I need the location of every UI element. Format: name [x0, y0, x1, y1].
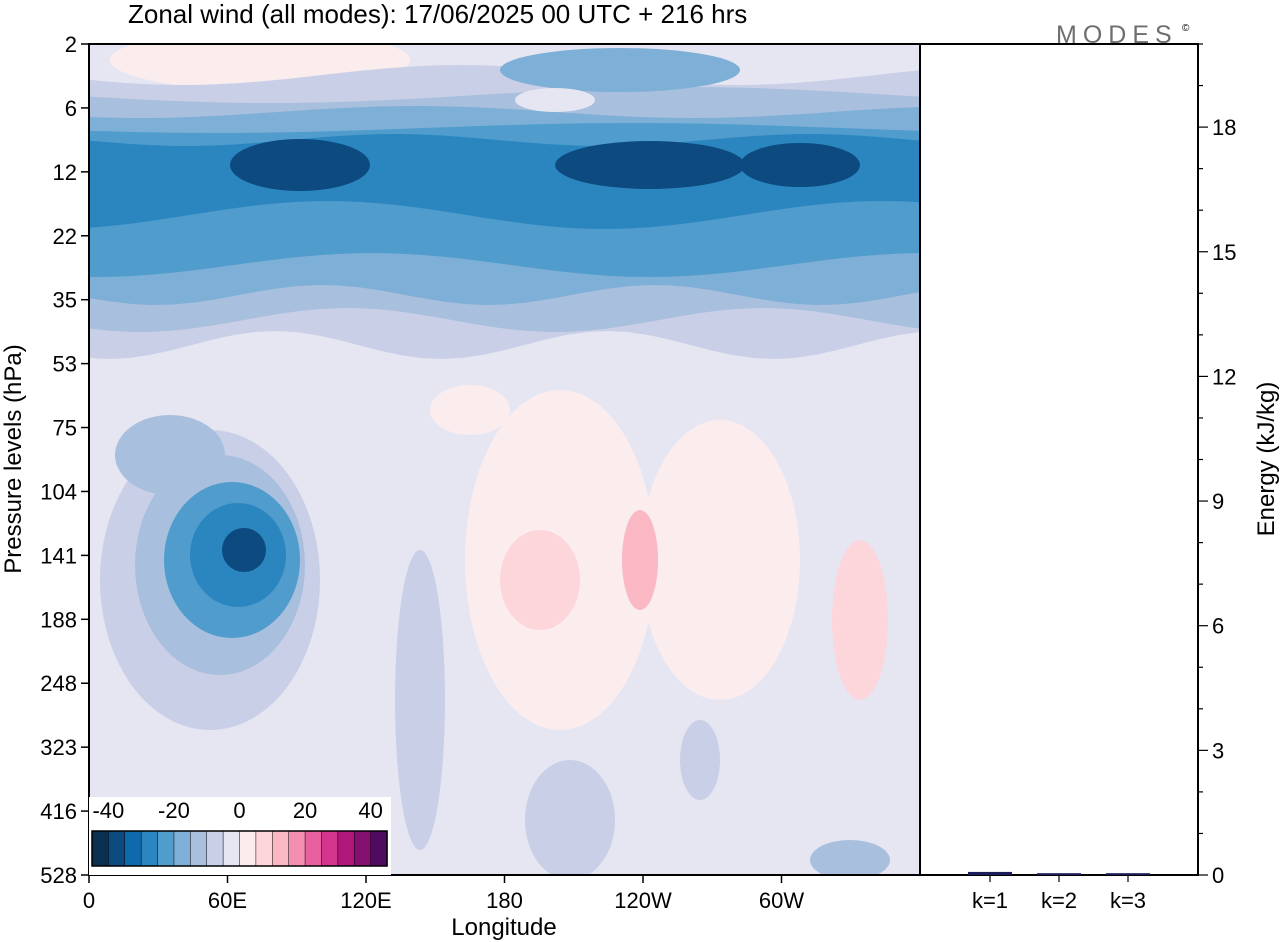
colorbar-bin [206, 830, 224, 867]
energy-tick-label: 18 [1212, 115, 1236, 140]
colorbar-bin [255, 830, 273, 867]
energy-tick-label: 9 [1212, 489, 1224, 514]
x-tick-label: 60W [759, 888, 804, 913]
colorbar-bin [304, 830, 323, 867]
colorbar-bin [272, 830, 290, 867]
energy-tick-label: 3 [1212, 738, 1224, 763]
field-low-b [525, 760, 615, 875]
field-low-a [395, 550, 445, 850]
energy-category-label: k=2 [1041, 888, 1077, 913]
colorbar-tick-label: -20 [158, 798, 190, 823]
energy-axis-label: Energy (kJ/kg) [1253, 382, 1280, 537]
field-west-b [640, 420, 800, 700]
y-tick-label: 416 [40, 799, 77, 824]
colorbar-frame [91, 830, 388, 867]
x-tick-label: 120W [614, 888, 672, 913]
field-upper-gap [515, 88, 595, 112]
field-west-d [430, 385, 510, 435]
field-west-a-core [500, 530, 580, 630]
field-upper-right [500, 48, 740, 92]
colorbar-tick-label: 20 [293, 798, 317, 823]
y-tick-label: 188 [40, 607, 77, 632]
colorbar: -40 -20 0 20 40 [89, 797, 391, 875]
colorbar-bin [157, 830, 175, 867]
field-west-b-core [622, 510, 658, 610]
y-tick-label: 35 [53, 288, 77, 313]
colorbar-ticks: -40 -20 0 20 40 [92, 798, 382, 823]
energy-tick-label: 15 [1212, 240, 1236, 265]
field-core-central [555, 141, 745, 189]
chart-title: Zonal wind (all modes): 17/06/2025 00 UT… [128, 0, 747, 29]
x-axis-label: Longitude [451, 914, 556, 941]
colorbar-bin [108, 830, 126, 867]
y-tick-label: 323 [40, 735, 77, 760]
y-tick-label: 22 [53, 224, 77, 249]
field-west-c [832, 540, 888, 700]
energy-bar [1037, 873, 1081, 875]
energy-categories: k=1 k=2 k=3 [972, 875, 1146, 913]
colorbar-bin [370, 830, 388, 867]
energy-category-label: k=1 [972, 888, 1008, 913]
colorbar-bins [91, 830, 388, 867]
y-tick-label: 6 [65, 96, 77, 121]
heatmap-panel: 2 6 12 22 35 53 75 104 141 188 248 323 416 528 0 60E 12… [0, 32, 921, 941]
field-core-east [740, 143, 860, 187]
field-core-west [230, 139, 370, 191]
energy-axis: 0 3 6 9 12 15 18 [1198, 43, 1236, 888]
field-low-d [680, 720, 720, 800]
colorbar-tick-label: 0 [233, 798, 245, 823]
y-tick-label: 12 [53, 160, 77, 185]
y-tick-label: 248 [40, 671, 77, 696]
x-tick-label: 180 [486, 888, 523, 913]
energy-tick-label: 0 [1212, 863, 1224, 888]
x-tick-label: 120E [340, 888, 391, 913]
colorbar-bin [239, 830, 257, 867]
colorbar-bin [288, 830, 306, 867]
longitude-axis: 0 60E 120E 180 120W 60W [83, 875, 804, 913]
field-low-c [810, 840, 890, 875]
y-tick-label: 53 [53, 352, 77, 377]
energy-category-label: k=3 [1110, 888, 1146, 913]
colorbar-bin [140, 830, 159, 867]
x-tick-label: 0 [83, 888, 95, 913]
y-tick-label: 75 [53, 416, 77, 441]
colorbar-bin [337, 830, 355, 867]
logo-mark: © [1182, 23, 1190, 34]
colorbar-bin [173, 830, 191, 867]
colorbar-bin [353, 830, 372, 867]
pressure-axis: 2 6 12 22 35 53 75 104 141 188 248 323 416 528 [40, 32, 89, 888]
heatmap-field [89, 44, 920, 875]
colorbar-bin [190, 830, 208, 867]
energy-bars [968, 871, 1150, 875]
energy-bar [968, 871, 1012, 875]
colorbar-bin [321, 830, 339, 867]
energy-tick-label: 12 [1212, 364, 1236, 389]
energy-panel: 0 3 6 9 12 15 18 k=1 k=2 k=3 Energy (kJ/kg) [919, 43, 1280, 913]
colorbar-bin [91, 830, 110, 867]
field-cell-center [222, 528, 266, 572]
y-tick-label: 104 [40, 479, 77, 504]
field-cell-north [115, 415, 225, 495]
y-tick-label: 528 [40, 863, 77, 888]
colorbar-tick-label: -40 [92, 798, 124, 823]
colorbar-tick-label: 40 [358, 798, 382, 823]
x-tick-label: 60E [208, 888, 247, 913]
y-tick-label: 141 [40, 543, 77, 568]
y-axis-label: Pressure levels (hPa) [0, 344, 27, 573]
colorbar-bin [222, 830, 241, 867]
y-tick-label: 2 [65, 32, 77, 57]
energy-frame [919, 43, 1199, 876]
colorbar-bin [124, 830, 142, 867]
energy-tick-label: 6 [1212, 614, 1224, 639]
energy-bar [1106, 873, 1150, 875]
